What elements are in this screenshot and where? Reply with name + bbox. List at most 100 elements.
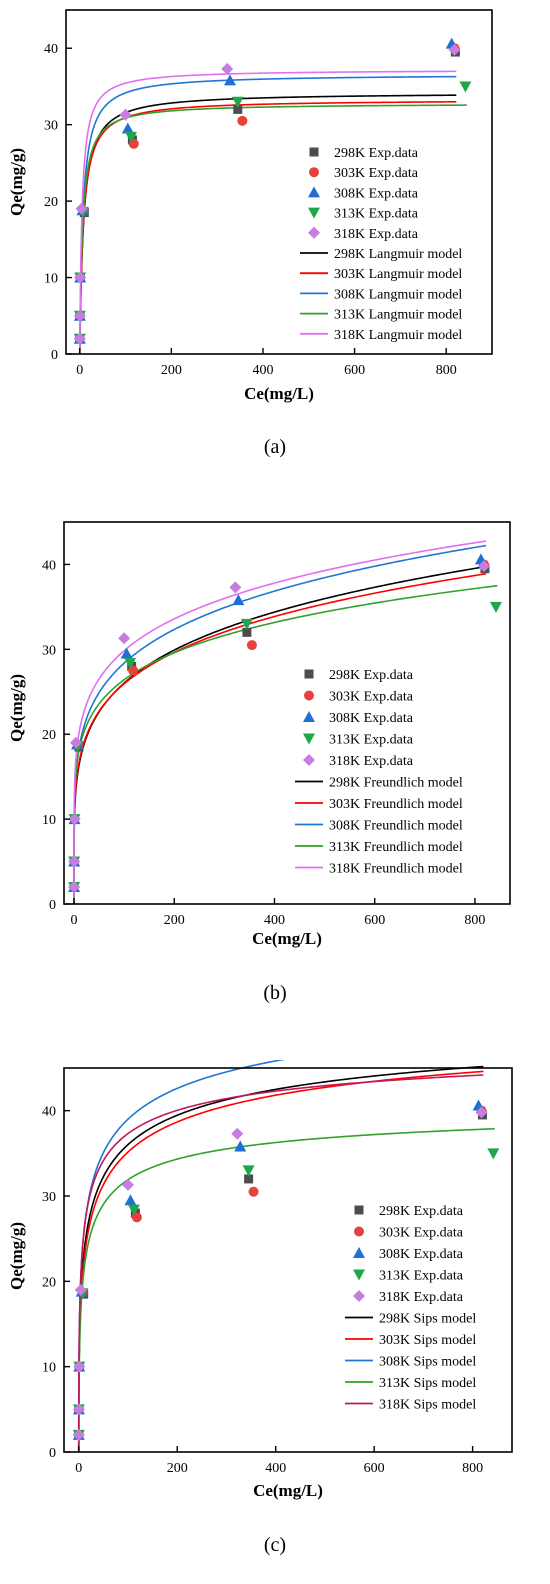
legend-label: 303K Langmuir model xyxy=(334,267,462,282)
data-point-5-1 xyxy=(72,1428,85,1441)
plot-frame xyxy=(65,9,493,355)
data-point-4-6 xyxy=(242,1165,255,1177)
x-tick-label: 600 xyxy=(364,1461,385,1476)
data-point-2-6 xyxy=(237,115,248,126)
legend-label: 318K Sips model xyxy=(379,1398,476,1413)
x-tick-label: 0 xyxy=(71,913,78,928)
x-tick-label: 600 xyxy=(344,363,365,378)
x-axis-label: Ce(mg/L) xyxy=(252,929,322,948)
y-tick-label: 20 xyxy=(42,1275,56,1290)
legend-marker xyxy=(353,1247,365,1258)
model-curve-5 xyxy=(78,70,457,354)
legend-label: 298K Exp.data xyxy=(329,668,414,683)
legend-label: 318K Exp.data xyxy=(379,1290,464,1305)
legend-label: 303K Sips model xyxy=(379,1333,476,1348)
chart-svg-c: 0 200 400 600 800 0 10 20 30 40 Ce(mg/L) Qe(mg/g) 29… xyxy=(7,1035,513,1500)
data-point-1-6 xyxy=(233,104,243,114)
panel-label-c: (c) xyxy=(263,1534,287,1556)
y-tick-label: 30 xyxy=(42,1190,56,1205)
data-point-5-6 xyxy=(231,1127,244,1140)
y-axis-label: Qe(mg/g) xyxy=(7,674,26,742)
y-tick-label: 10 xyxy=(42,813,56,828)
y-tick-label: 40 xyxy=(42,1105,56,1120)
data-point-3-5 xyxy=(121,122,134,134)
legend-label: 298K Exp.data xyxy=(379,1204,464,1219)
data-point-3-5 xyxy=(120,647,133,659)
legend-label: 313K Freundlich model xyxy=(329,840,463,855)
chart-panel-b: 0 200 400 600 800 0 10 20 30 40 Ce(mg/L) Qe(mg/g) 29… xyxy=(0,512,550,1012)
y-tick-label: 0 xyxy=(49,1446,56,1461)
x-tick-label: 0 xyxy=(76,363,83,378)
legend-label: 318K Freundlich model xyxy=(329,862,463,877)
legend-label: 298K Langmuir model xyxy=(334,247,462,262)
legend-label: 308K Exp.data xyxy=(334,186,419,201)
chart-panel-c: 0 200 400 600 800 0 10 20 30 40 Ce(mg/L) Qe(mg/g) 29… xyxy=(0,1035,550,1584)
legend-marker xyxy=(354,1205,364,1215)
legend-label: 303K Exp.data xyxy=(329,690,414,705)
legend-marker xyxy=(353,1269,365,1281)
x-tick-label: 400 xyxy=(265,1461,286,1476)
legend-marker xyxy=(303,754,315,766)
legend-label: 303K Exp.data xyxy=(379,1226,464,1241)
data-point-4-5 xyxy=(127,1204,140,1216)
plot-frame xyxy=(63,521,511,905)
legend-marker xyxy=(303,711,315,722)
x-axis-label: Ce(mg/L) xyxy=(244,384,314,403)
data-point-4-5 xyxy=(124,657,137,669)
data-point-2-6 xyxy=(246,640,257,651)
x-tick-label: 400 xyxy=(264,913,285,928)
data-point-5-5 xyxy=(122,1178,134,1191)
x-tick-label: 200 xyxy=(164,913,185,928)
data-point-4-5 xyxy=(125,131,138,143)
y-tick-label: 40 xyxy=(44,42,58,57)
data-point-5-3 xyxy=(74,271,87,284)
y-tick-label: 30 xyxy=(44,119,58,134)
data-point-4-7 xyxy=(489,601,502,613)
y-tick-label: 10 xyxy=(42,1361,56,1376)
model-curve-4 xyxy=(77,1127,495,1452)
scatter-series-5 xyxy=(68,560,490,894)
data-point-5-1 xyxy=(68,881,81,894)
legend-label: 308K Exp.data xyxy=(329,711,414,726)
legend-marker xyxy=(353,1290,365,1302)
legend-marker xyxy=(303,733,315,745)
y-tick-label: 0 xyxy=(51,348,58,363)
panel-label-a: (a) xyxy=(263,436,287,458)
y-axis-label: Qe(mg/g) xyxy=(7,148,26,216)
legend-label: 318K Exp.data xyxy=(329,754,414,769)
legend-marker xyxy=(308,226,320,239)
chart-svg-a: 0 200 400 600 800 0 10 20 30 40 Ce(mg/L) Qe(mg/g) 29… xyxy=(7,9,493,403)
legend-label: 298K Exp.data xyxy=(334,146,419,161)
data-point-5-2 xyxy=(72,1403,85,1416)
data-point-5-6 xyxy=(229,581,242,594)
model-curve-5 xyxy=(77,1074,484,1452)
data-point-3-5 xyxy=(124,1194,137,1206)
data-point-5-7 xyxy=(475,1106,488,1119)
y-tick-label: 0 xyxy=(49,898,56,913)
y-axis-label: Qe(mg/g) xyxy=(7,1222,26,1290)
legend-marker xyxy=(304,690,314,701)
model-curve-5 xyxy=(73,540,487,904)
data-point-3-6 xyxy=(223,74,236,86)
data-point-2-5 xyxy=(128,665,139,676)
x-axis-label: Ce(mg/L) xyxy=(253,1481,323,1500)
data-point-3-6 xyxy=(232,594,245,606)
scatter-series-5 xyxy=(72,1106,488,1441)
legend: 298K Exp.data 303K Exp.data 308K Exp.data 3… xyxy=(345,1204,476,1413)
data-point-2-6 xyxy=(248,1186,259,1197)
legend: 298K Exp.data 303K Exp.data 308K Exp.data 3… xyxy=(300,146,462,343)
data-point-5-2 xyxy=(68,855,81,868)
legend-label: 298K Sips model xyxy=(379,1312,476,1327)
data-point-5-4 xyxy=(74,1283,87,1296)
data-point-5-6 xyxy=(221,62,234,75)
data-point-5-5 xyxy=(119,108,132,121)
y-tick-label: 30 xyxy=(42,643,56,658)
legend: 298K Exp.data 303K Exp.data 308K Exp.data 3… xyxy=(295,668,463,877)
data-point-5-2 xyxy=(73,309,86,322)
data-point-4-7 xyxy=(487,1148,500,1160)
model-curve-4 xyxy=(73,584,498,904)
legend-label: 318K Exp.data xyxy=(334,227,419,242)
x-tick-label: 800 xyxy=(436,363,457,378)
y-tick-label: 40 xyxy=(42,558,56,573)
data-point-5-4 xyxy=(75,202,88,215)
